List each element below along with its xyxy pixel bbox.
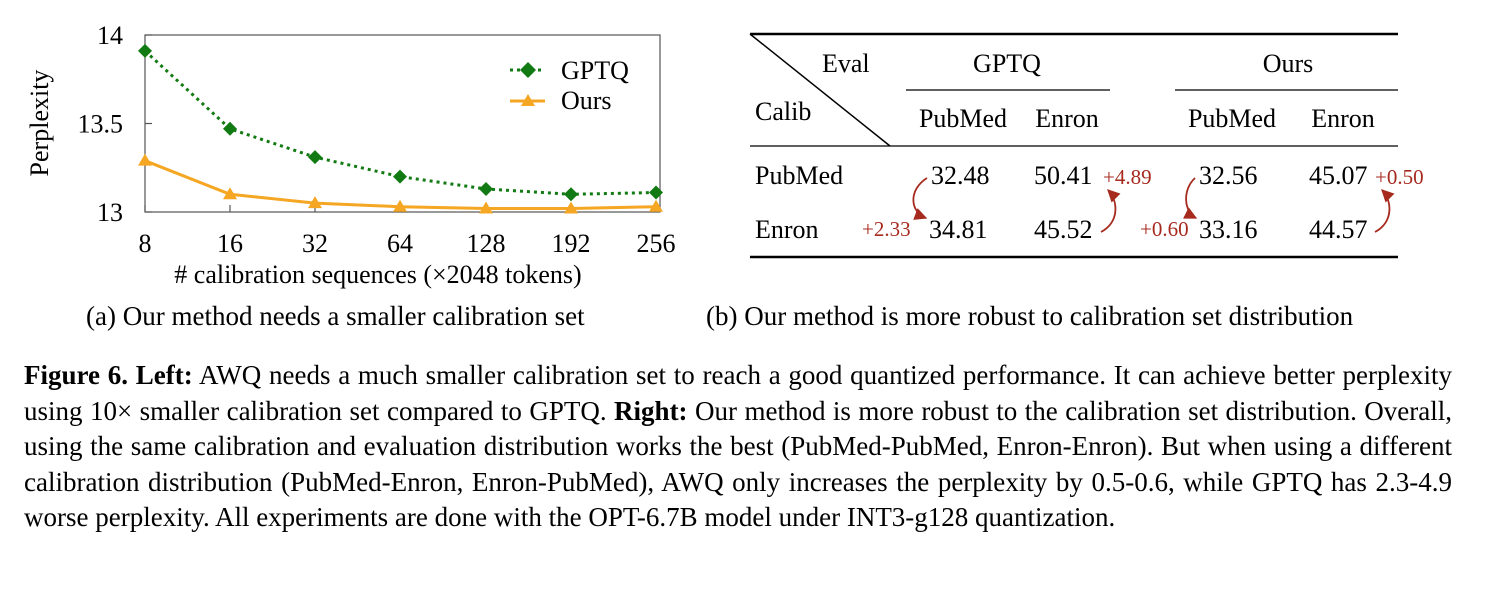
y-tick-label: 14: [97, 21, 123, 50]
corner-eval: Eval: [822, 49, 870, 78]
arrow-ours-pubmed-to-enron: [1183, 177, 1198, 219]
point-gptq-256: [649, 185, 663, 200]
point-gptq-192: [564, 187, 578, 202]
x-tick-label: 32: [302, 229, 328, 258]
x-axis-label: # calibration sequences (×2048 tokens): [174, 260, 581, 289]
arrow-gptq-pubmed-to-enron: [912, 177, 928, 220]
group-header-gptq: GPTQ: [973, 49, 1041, 78]
delta-gptq-enron-pubmed: +2.33: [862, 217, 911, 241]
legend-ours-label: Ours: [561, 86, 612, 115]
group-header-ours: Ours: [1263, 49, 1314, 78]
calibration-table: Eval Calib GPTQ Ours PubMed Enron PubMed…: [749, 32, 1424, 259]
x-tick-label: 8: [139, 229, 152, 258]
cell-enron-ours-enron: 44.57: [1309, 215, 1368, 244]
point-ours-8: [138, 153, 152, 166]
cell-pubmed-gptq-enron: 50.41: [1034, 161, 1093, 190]
legend-ours-marker: [521, 94, 535, 106]
point-gptq-128: [479, 181, 493, 196]
point-ours-128: [479, 201, 493, 214]
y-tick-label: 13.5: [78, 110, 124, 139]
subcaption-b: (b) Our method is more robust to calibra…: [706, 301, 1354, 331]
delta-ours-enron-pubmed: +0.60: [1140, 217, 1189, 241]
point-ours-192: [564, 201, 578, 214]
left-label: Left:: [135, 360, 193, 390]
point-gptq-32: [308, 150, 322, 165]
chart-legend: GPTQ Ours: [510, 56, 629, 115]
y-tick-label: 13: [97, 198, 123, 227]
corner-calib: Calib: [755, 97, 811, 126]
left-text: AWQ needs a much smaller calibration set…: [24, 360, 1453, 426]
row-label-pubmed: PubMed: [755, 161, 843, 190]
point-ours-256: [649, 199, 663, 212]
point-gptq-8: [138, 43, 152, 58]
point-gptq-16: [223, 121, 237, 136]
legend-gptq-marker: [520, 62, 536, 78]
cell-enron-ours-pubmed: 33.16: [1199, 215, 1258, 244]
arrow-gptq-enron-to-pubmed: [1100, 189, 1121, 233]
perplexity-line-chart: 14 13.5 13 8 16 32 64 128 192 256 Perplexity # c…: [25, 21, 676, 289]
right-label: Right:: [614, 395, 688, 426]
x-tick-label: 192: [552, 229, 591, 258]
arrow-ours-enron-to-pubmed: [1374, 189, 1395, 233]
x-tick-label: 128: [467, 229, 506, 258]
figure-caption: Figure 6. Left: AWQ needs a much smaller…: [24, 358, 1452, 536]
cell-enron-gptq-enron: 45.52: [1034, 215, 1093, 244]
point-gptq-64: [393, 169, 407, 184]
x-tick-label: 256: [637, 229, 676, 258]
subcaption-a: (a) Our method needs a smaller calibrati…: [86, 301, 585, 331]
delta-gptq-pubmed-enron: +4.89: [1103, 165, 1152, 189]
subheader-gptq-enron: Enron: [1035, 104, 1099, 133]
right-text: Our method is more robust to the calibra…: [24, 395, 1452, 533]
x-tick-label: 16: [217, 229, 243, 258]
subheader-ours-enron: Enron: [1311, 104, 1375, 133]
cell-pubmed-gptq-pubmed: 32.48: [931, 161, 990, 190]
cell-pubmed-ours-enron: 45.07: [1309, 161, 1368, 190]
point-ours-32: [308, 196, 322, 209]
point-ours-64: [393, 199, 407, 212]
subheader-gptq-pubmed: PubMed: [919, 104, 1007, 133]
table-diagonal: [749, 33, 891, 147]
x-tick-label: 64: [387, 229, 413, 258]
legend-gptq-label: GPTQ: [561, 56, 629, 85]
row-label-enron: Enron: [755, 215, 819, 244]
delta-ours-pubmed-enron: +0.50: [1375, 165, 1424, 189]
figure-graphics: 14 13.5 13 8 16 32 64 128 192 256 Perplexity # c…: [25, 21, 1424, 289]
figure-label: Figure 6.: [24, 360, 128, 390]
cell-pubmed-ours-pubmed: 32.56: [1199, 161, 1258, 190]
subheader-ours-pubmed: PubMed: [1188, 104, 1276, 133]
y-axis-label: Perplexity: [25, 70, 54, 177]
cell-enron-gptq-pubmed: 34.81: [929, 215, 988, 244]
point-ours-16: [223, 187, 237, 200]
